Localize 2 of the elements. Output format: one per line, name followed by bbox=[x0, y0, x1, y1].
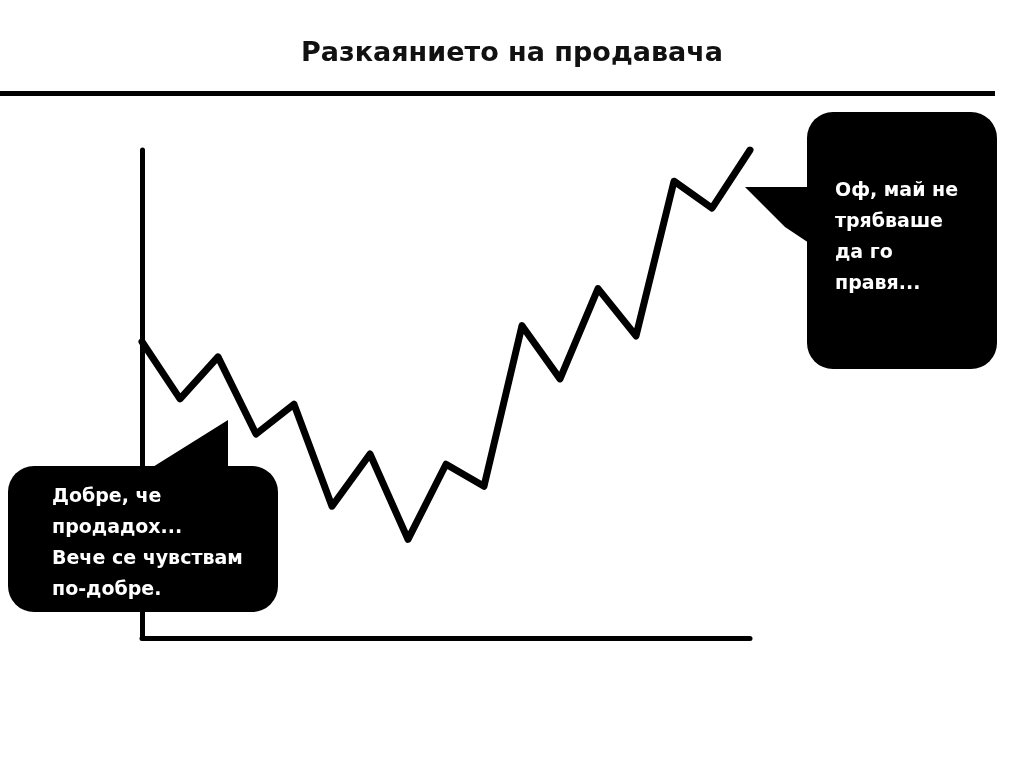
annotation: Добре, че продадох... Вече се чувствам по-добре. bbox=[8, 466, 278, 612]
chart-title: Разкаянието на продавача bbox=[300, 36, 724, 67]
